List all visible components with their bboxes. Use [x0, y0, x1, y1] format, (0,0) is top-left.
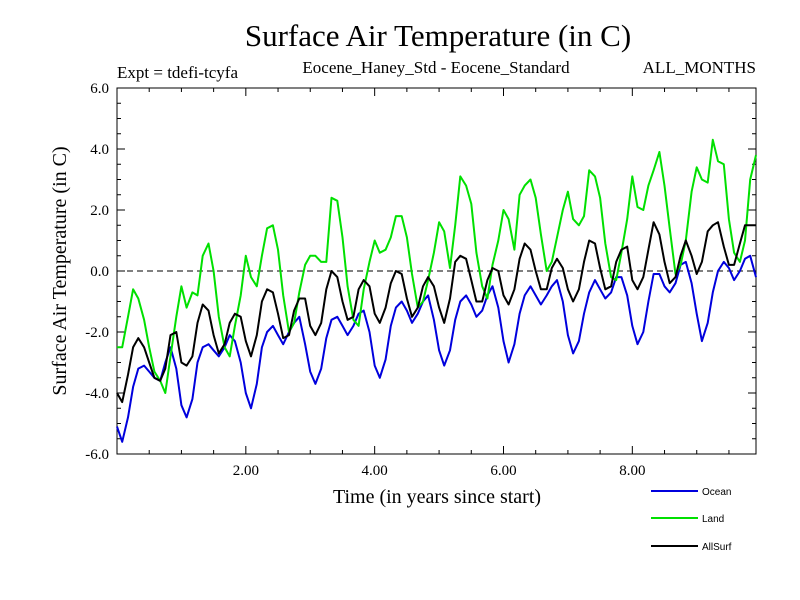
series-line-allsurf — [116, 221, 756, 404]
x-axis-label: Time (in years since start) — [333, 486, 541, 508]
y-tick-label: -2.0 — [85, 325, 109, 341]
y-tick-label: 6.0 — [90, 81, 109, 97]
chart-title: Surface Air Temperature (in C) — [245, 18, 631, 53]
legend: Ocean Land AllSurf — [651, 487, 732, 553]
series-line-ocean — [116, 254, 757, 443]
experiment-label: Expt = tdefi-tcyfa — [117, 63, 238, 82]
y-tick-label: 0.0 — [90, 264, 109, 280]
y-tick-label: 4.0 — [90, 142, 109, 158]
series-line-land — [117, 138, 757, 394]
x-tick-label: 8.00 — [619, 463, 645, 479]
legend-label-land: Land — [702, 514, 724, 525]
x-tick-label: 6.00 — [490, 463, 516, 479]
y-tick-label: 2.0 — [90, 203, 109, 219]
legend-label-ocean: Ocean — [702, 487, 731, 498]
x-tick-label: 4.00 — [362, 463, 388, 479]
y-axis-label: Surface Air Temperature (in C) — [49, 146, 71, 395]
months-label: ALL_MONTHS — [643, 58, 756, 77]
comparison-label: Eocene_Haney_Std - Eocene_Standard — [302, 58, 570, 77]
x-tick-label: 2.00 — [233, 463, 259, 479]
y-tick-label: -6.0 — [85, 447, 109, 463]
y-tick-label: -4.0 — [85, 386, 109, 402]
axis-tick-labels: -6.0 -4.0 -2.0 0.0 2.0 4.0 6.0 2.00 4.00 6.00 8.00 — [85, 81, 645, 479]
legend-label-allsurf: AllSurf — [702, 542, 732, 553]
data-series — [116, 138, 757, 443]
